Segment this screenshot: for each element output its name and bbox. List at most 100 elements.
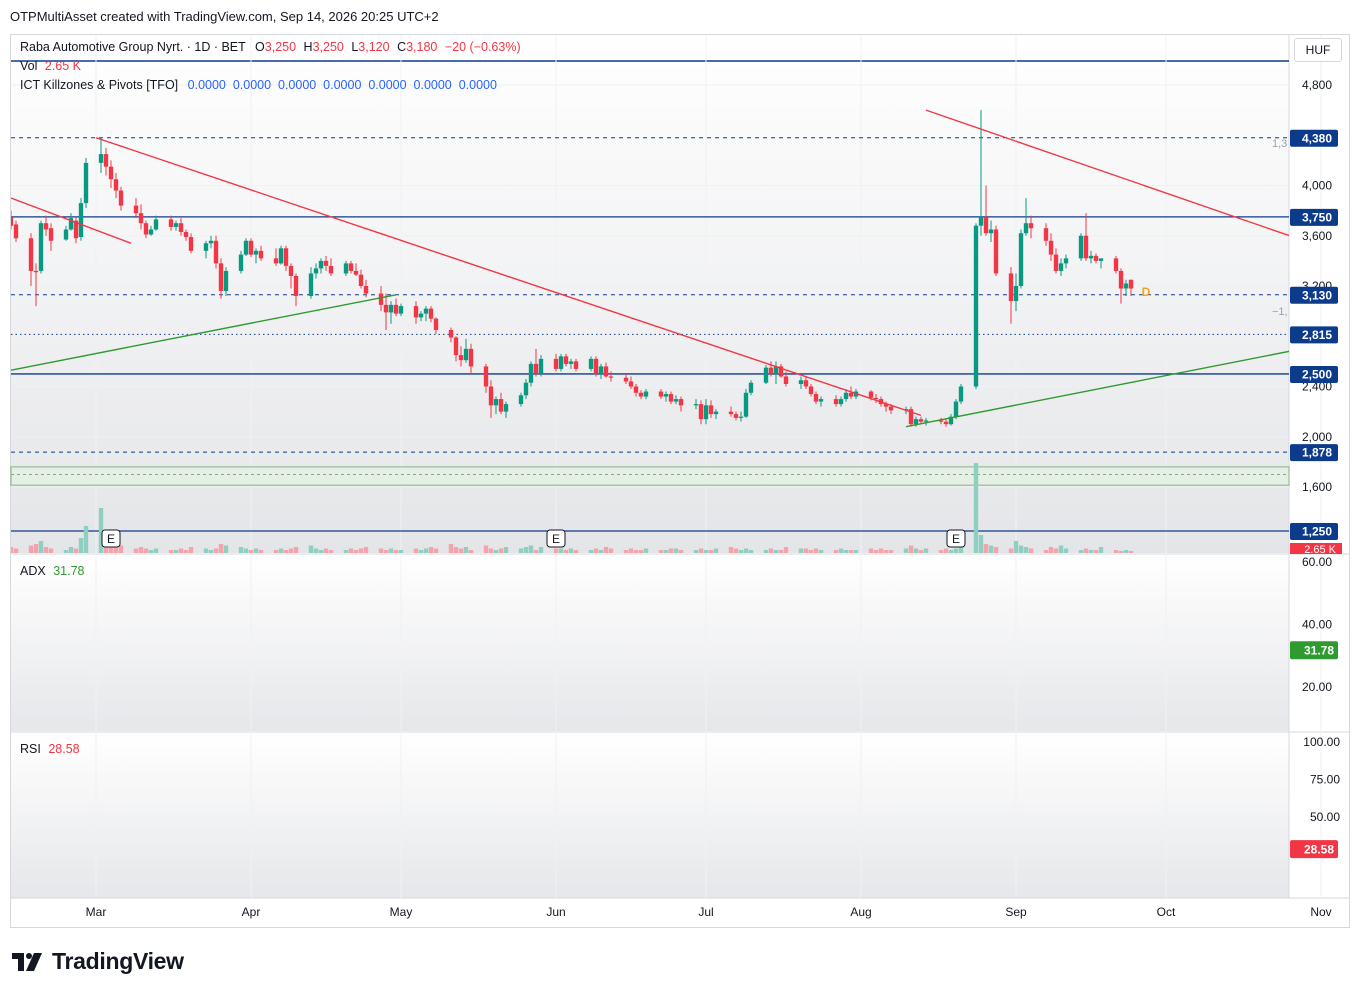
volume-legend[interactable]: Vol 2.65 K — [20, 59, 81, 73]
candle-body[interactable] — [348, 263, 354, 271]
candle-body[interactable] — [1013, 286, 1019, 302]
candle-body[interactable] — [1123, 283, 1129, 289]
candle-body[interactable] — [178, 223, 184, 232]
trendline[interactable] — [95, 137, 922, 417]
candle-body[interactable] — [363, 286, 369, 294]
candle-body[interactable] — [103, 154, 109, 167]
candle-body[interactable] — [1028, 223, 1034, 229]
candle-body[interactable] — [748, 382, 754, 393]
candle-body[interactable] — [768, 367, 774, 374]
candle-body[interactable] — [83, 162, 89, 204]
price-level-tag[interactable] — [1290, 326, 1338, 344]
candle-body[interactable] — [993, 229, 999, 274]
currency-button[interactable]: HUF — [1294, 38, 1342, 62]
candle-body[interactable] — [638, 392, 644, 397]
candle-body[interactable] — [573, 361, 579, 369]
candle-body[interactable] — [593, 358, 599, 374]
candle-body[interactable] — [488, 386, 494, 406]
candle-body[interactable] — [958, 386, 964, 402]
candle-body[interactable] — [1098, 258, 1104, 261]
candle-body[interactable] — [283, 248, 289, 266]
candle-body[interactable] — [838, 399, 844, 405]
candle-body[interactable] — [288, 265, 294, 276]
price-level-tag[interactable] — [1290, 444, 1338, 462]
candle-body[interactable] — [913, 419, 919, 425]
candle-body[interactable] — [588, 358, 594, 369]
candle-body[interactable] — [168, 219, 174, 227]
candle-body[interactable] — [448, 329, 454, 338]
trendline[interactable] — [905, 336, 1360, 428]
candle-body[interactable] — [808, 386, 814, 395]
candle-body[interactable] — [108, 166, 114, 180]
adx-legend[interactable]: ADX 31.78 — [20, 564, 84, 578]
earnings-marker[interactable] — [946, 529, 966, 548]
candle-body[interactable] — [773, 366, 779, 374]
candle-body[interactable] — [798, 380, 804, 384]
candle-body[interactable] — [813, 394, 819, 402]
candle-body[interactable] — [1088, 255, 1094, 259]
earnings-marker[interactable] — [101, 529, 121, 548]
candle-body[interactable] — [1113, 258, 1119, 271]
candle-body[interactable] — [558, 356, 564, 369]
candle-body[interactable] — [783, 376, 789, 384]
candle-body[interactable] — [73, 220, 79, 239]
candle-body[interactable] — [743, 392, 749, 417]
symbol-name[interactable]: Raba Automotive Group Nyrt. · 1D · BET — [20, 40, 246, 54]
candle-body[interactable] — [378, 293, 384, 305]
candle-body[interactable] — [1018, 233, 1024, 286]
candle-body[interactable] — [833, 399, 839, 405]
candle-body[interactable] — [888, 406, 894, 411]
candle-body[interactable] — [1048, 240, 1054, 255]
candle-body[interactable] — [728, 411, 734, 415]
candle-body[interactable] — [113, 179, 119, 191]
candle-body[interactable] — [1053, 254, 1059, 271]
candle-body[interactable] — [1118, 270, 1124, 289]
trendline[interactable] — [925, 109, 1360, 262]
candle-body[interactable] — [703, 405, 709, 420]
candle-body[interactable] — [708, 405, 714, 415]
candle-body[interactable] — [253, 250, 259, 255]
candle-body[interactable] — [673, 399, 679, 402]
candle-body[interactable] — [353, 270, 359, 275]
candle-body[interactable] — [203, 243, 209, 251]
candle-body[interactable] — [293, 275, 299, 297]
candle-body[interactable] — [393, 304, 399, 314]
candle-body[interactable] — [313, 268, 319, 274]
candle-body[interactable] — [138, 213, 144, 224]
candle-body[interactable] — [843, 392, 849, 400]
candle-body[interactable] — [568, 361, 574, 364]
candle-body[interactable] — [238, 254, 244, 271]
candle-body[interactable] — [323, 260, 329, 266]
candle-body[interactable] — [278, 248, 284, 264]
trendline[interactable] — [11, 197, 132, 244]
candle-body[interactable] — [118, 190, 124, 206]
price-level-tag[interactable] — [1290, 208, 1338, 226]
candle-body[interactable] — [63, 229, 69, 240]
candle-body[interactable] — [973, 225, 979, 387]
price-level-tag[interactable] — [1290, 522, 1338, 540]
earnings-marker[interactable] — [546, 529, 566, 548]
candle-body[interactable] — [518, 395, 524, 405]
candle-body[interactable] — [523, 382, 529, 396]
candle-body[interactable] — [143, 223, 149, 235]
candle-body[interactable] — [503, 404, 509, 412]
candle-body[interactable] — [248, 240, 254, 255]
candle-body[interactable] — [598, 366, 604, 374]
candle-body[interactable] — [188, 237, 194, 251]
trendline[interactable] — [11, 294, 397, 371]
candle-body[interactable] — [983, 216, 989, 234]
candle-body[interactable] — [218, 263, 224, 292]
candle-body[interactable] — [383, 304, 389, 313]
candle-body[interactable] — [818, 399, 824, 402]
candle-body[interactable] — [458, 355, 464, 361]
candle-body[interactable] — [208, 240, 214, 244]
candle-body[interactable] — [1093, 255, 1099, 261]
candle-body[interactable] — [463, 348, 469, 361]
candle-body[interactable] — [1128, 279, 1134, 289]
candle-body[interactable] — [343, 263, 349, 274]
candle-body[interactable] — [78, 203, 84, 238]
candle-body[interactable] — [948, 416, 954, 425]
rsi-legend[interactable]: RSI 28.58 — [20, 742, 80, 756]
candle-body[interactable] — [663, 394, 669, 397]
